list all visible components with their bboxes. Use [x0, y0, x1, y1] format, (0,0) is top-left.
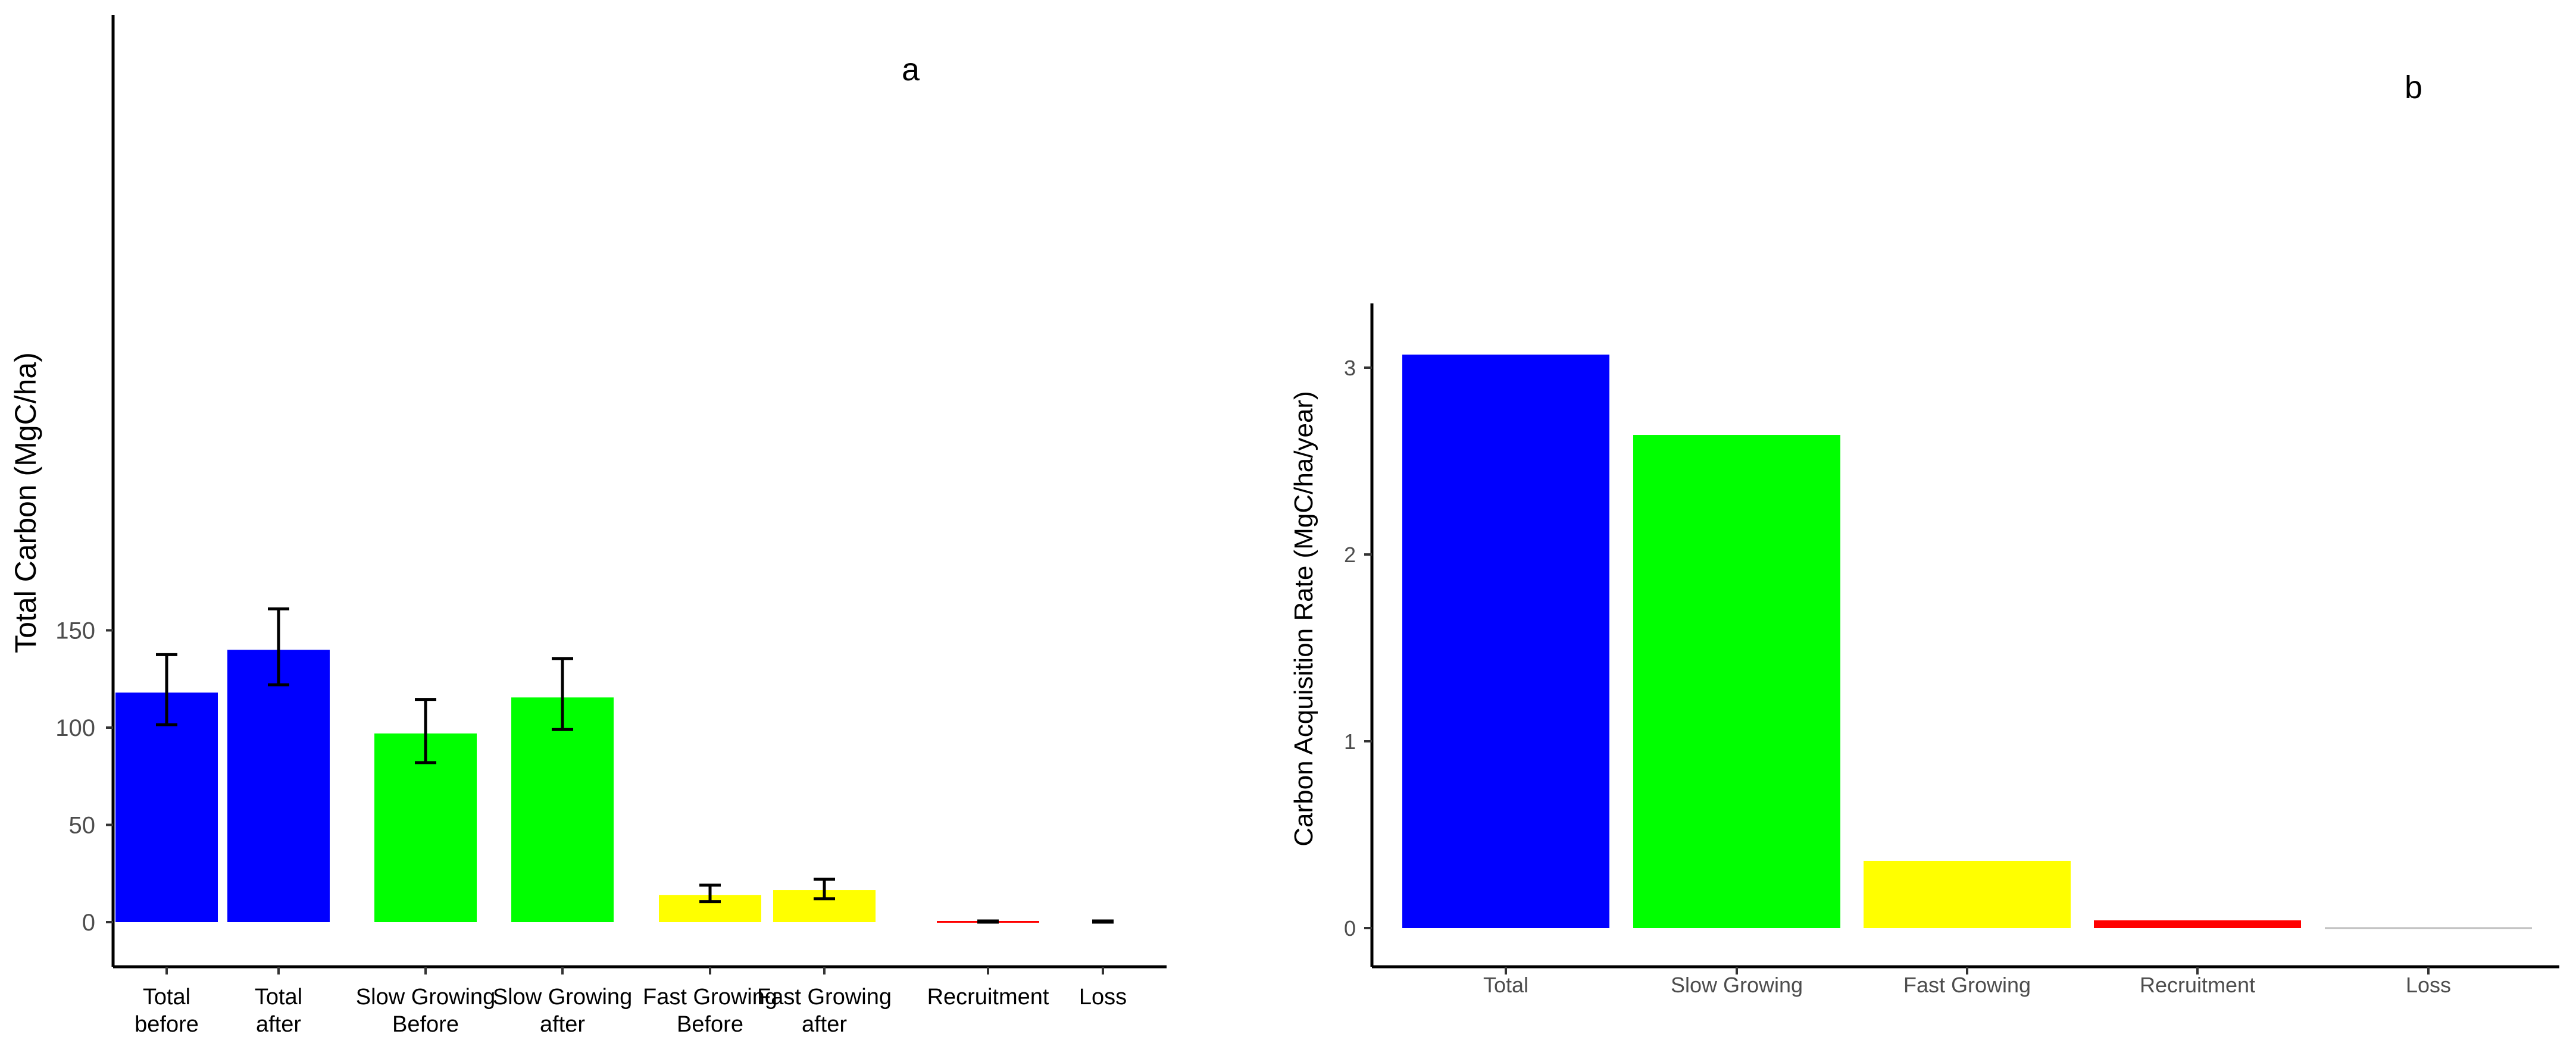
panel-a-x-tick-label: Loss	[1079, 985, 1127, 1010]
panel-a-y-tick-label: 100	[55, 715, 95, 741]
panel-a-x-tick-label: Fast Growing	[643, 985, 777, 1010]
panel-b-y-tick-label: 1	[1344, 729, 1356, 754]
panel-a-y-axis-title: Total Carbon (MgC/ha)	[9, 352, 42, 653]
panel-a-x-tick-label: after	[256, 1012, 301, 1037]
panel-b-x-tick-label: Recruitment	[2140, 973, 2255, 997]
panel-b-y-axis-title: Carbon Acquisition Rate (MgC/ha/year)	[1289, 391, 1318, 846]
panel-b-tag: b	[2405, 70, 2422, 105]
panel-a-x-tick-label: before	[135, 1012, 199, 1037]
panel-a-bar	[227, 650, 330, 922]
panel-b-y-tick-label: 2	[1344, 543, 1356, 567]
panel-b-chart: Carbon Acquisition Rate (MgC/ha/year) b …	[1289, 70, 2559, 997]
panel-a-x-tick-label: Before	[677, 1012, 743, 1037]
panel-a-x-tick-label: Fast Growing	[757, 985, 892, 1010]
panel-a-x-tick-label: Slow Growing	[493, 985, 632, 1010]
panel-a-x-tick-label: Recruitment	[927, 985, 1049, 1010]
panel-b-x-tick-label: Loss	[2406, 973, 2451, 997]
panel-a-x-tick-label: Slow Growing	[356, 985, 495, 1010]
panel-a-tag: a	[902, 52, 920, 87]
panel-a-x-tick-label: Before	[392, 1012, 459, 1037]
panel-b-bar	[1864, 860, 2071, 928]
panel-a-x-tick-label: after	[540, 1012, 585, 1037]
panel-b-bar	[2094, 920, 2301, 928]
panel-b-bar	[1402, 355, 1609, 928]
panel-a-y-tick-label: 150	[55, 618, 95, 644]
panel-a-y-tick-label: 50	[69, 813, 96, 839]
panel-b-y-tick-label: 0	[1344, 916, 1356, 941]
panel-b-y-tick-label: 3	[1344, 356, 1356, 380]
panel-a-bar	[374, 733, 477, 922]
panel-a-bar	[511, 697, 614, 922]
panel-b-bar	[2325, 927, 2532, 929]
panel-a-bar	[115, 692, 218, 922]
panel-b-x-tick-label: Total	[1483, 973, 1528, 997]
panel-b-bar	[1633, 435, 1840, 928]
panel-a-x-tick-label: Total	[255, 985, 302, 1010]
panel-a-x-tick-label: after	[802, 1012, 847, 1037]
panel-a-y-tick-label: 0	[82, 910, 95, 936]
panel-b-x-tick-label: Slow Growing	[1671, 973, 1803, 997]
panel-b-x-tick-label: Fast Growing	[1903, 973, 2031, 997]
panel-a-x-tick-label: Total	[143, 985, 190, 1010]
